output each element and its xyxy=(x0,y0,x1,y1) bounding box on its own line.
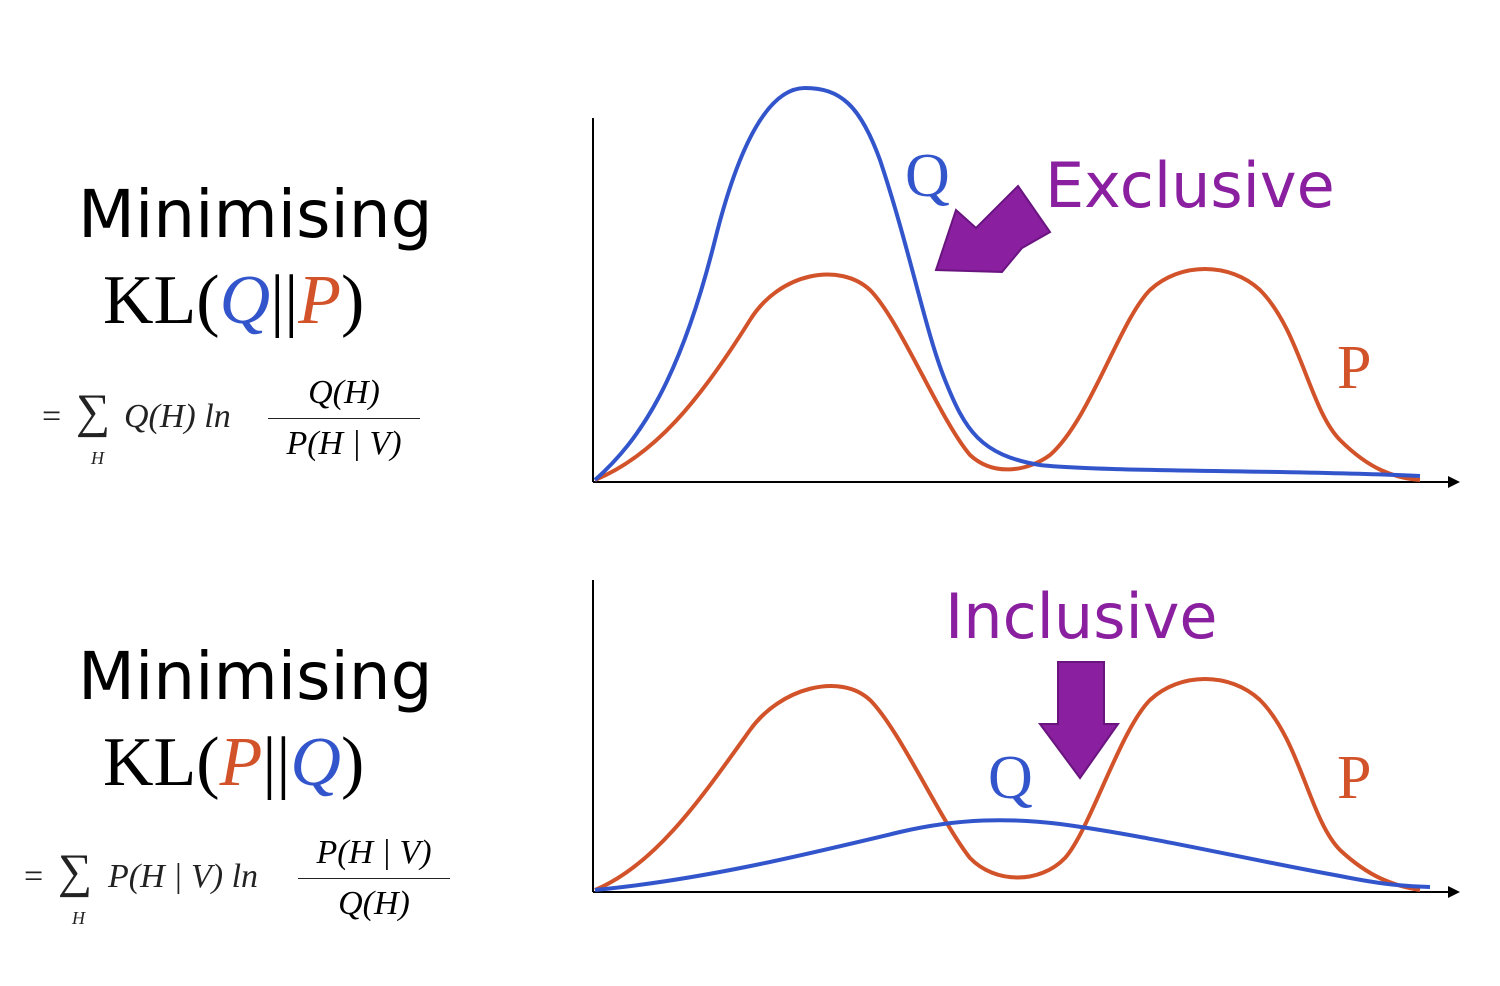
bottom-q-curve xyxy=(594,818,1431,892)
inclusive-kl-expression: KL(P||Q) xyxy=(103,728,364,798)
top-p-label: P xyxy=(1337,334,1371,402)
sum-subscript: H xyxy=(91,448,104,468)
top-p-curve xyxy=(594,267,1421,482)
inclusive-arrow xyxy=(1038,661,1120,780)
equals-sign: = xyxy=(42,398,62,435)
kl-q-term: Q xyxy=(290,724,341,801)
sum-symbol: ∑ xyxy=(58,845,93,898)
kl-p-term: P xyxy=(219,724,263,801)
kl-prefix: KL( xyxy=(103,724,220,801)
bottom-p-label: P xyxy=(1337,744,1371,812)
fraction-numerator: Q(H) xyxy=(268,374,420,419)
sum-subscript: H xyxy=(72,908,85,928)
fraction: Q(H) P(H | V) xyxy=(268,374,420,463)
sum-term: Q(H) ln xyxy=(124,398,231,435)
kl-prefix: KL( xyxy=(103,262,220,339)
bottom-p-curve xyxy=(594,677,1421,892)
fraction-denominator: Q(H) xyxy=(338,885,410,922)
kl-suffix: ) xyxy=(340,262,365,339)
equals-sign: = xyxy=(24,858,44,895)
inclusive-heading: Minimising xyxy=(78,638,433,715)
kl-suffix: ) xyxy=(340,724,365,801)
inclusive-callout-label: Inclusive xyxy=(945,580,1218,653)
sum-symbol: ∑ xyxy=(76,385,111,438)
bottom-q-label: Q xyxy=(988,744,1033,812)
fraction: P(H | V) Q(H) xyxy=(298,834,450,923)
exclusive-kl-expression: KL(Q||P) xyxy=(103,266,364,336)
kl-p-term: P xyxy=(298,262,341,339)
kl-q-term: Q xyxy=(219,262,271,339)
top-q-curve xyxy=(593,85,1421,482)
sum-term: P(H | V) ln xyxy=(108,858,259,895)
fraction-denominator: P(H | V) xyxy=(286,425,402,462)
exclusive-callout-label: Exclusive xyxy=(1045,149,1335,222)
exclusive-arrow xyxy=(934,184,1052,274)
fraction-numerator: P(H | V) xyxy=(298,834,450,879)
top-q-label: Q xyxy=(905,142,950,210)
kl-separator: || xyxy=(262,724,291,801)
exclusive-heading: Minimising xyxy=(78,176,433,253)
kl-separator: || xyxy=(270,262,299,339)
